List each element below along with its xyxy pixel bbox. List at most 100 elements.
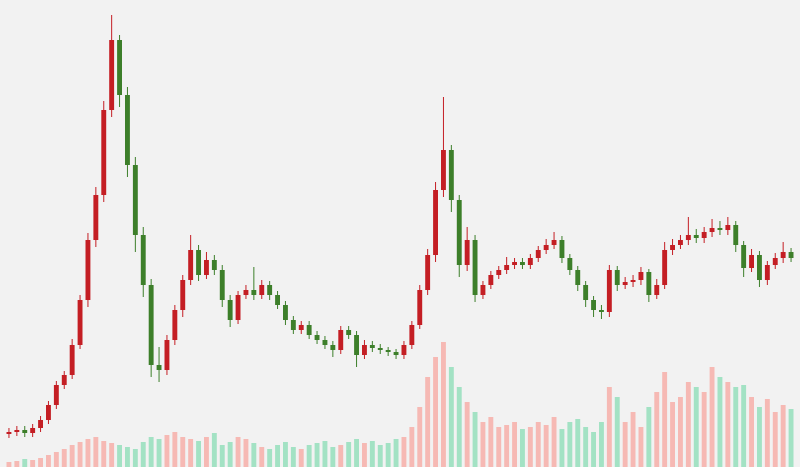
candle-body: [441, 150, 446, 190]
candle-body: [401, 345, 407, 355]
candle-body: [527, 258, 533, 265]
volume-bar: [346, 442, 352, 467]
volume-bar: [125, 447, 130, 467]
candle-body: [53, 385, 59, 405]
candle-body: [14, 430, 20, 432]
candle-body: [148, 285, 154, 365]
candle-body: [614, 270, 620, 285]
candle-body: [741, 245, 747, 268]
candle-body: [622, 282, 628, 285]
candle-body: [330, 345, 336, 350]
volume-bar: [749, 397, 754, 467]
candle-body: [314, 335, 320, 340]
candle-body: [267, 285, 273, 295]
candle-body: [599, 310, 604, 312]
candle-body: [630, 280, 636, 282]
volume-bar: [338, 445, 344, 467]
volume-bar: [512, 422, 517, 467]
volume-bar: [211, 433, 217, 467]
candle-body: [290, 320, 296, 330]
volume-bar: [385, 443, 391, 467]
candle-body: [575, 270, 581, 285]
volume-bar: [180, 437, 186, 467]
volume-bar: [298, 449, 304, 467]
volume-bar: [559, 429, 565, 467]
volume-bar: [527, 427, 533, 467]
volume-bar: [614, 397, 620, 467]
volume-bar: [393, 439, 399, 467]
volume-bar: [567, 422, 573, 467]
candle-body: [77, 300, 83, 345]
price-layer: [6, 15, 794, 438]
candle-body: [606, 270, 612, 312]
candle-body: [156, 365, 162, 370]
volume-bar: [646, 407, 652, 467]
volume-bar: [456, 387, 462, 467]
candle-body: [235, 295, 241, 320]
candle-body: [322, 340, 328, 345]
volume-bar: [61, 449, 67, 467]
candle-body: [101, 110, 107, 195]
candle-body: [125, 95, 130, 165]
volume-bar: [441, 342, 446, 467]
candle-body: [117, 40, 122, 95]
volume-bar: [156, 439, 162, 467]
volume-bar: [251, 443, 257, 467]
candle-body: [638, 272, 644, 280]
candle-body: [757, 255, 762, 280]
volume-bar: [764, 399, 770, 467]
volume-bar: [733, 387, 739, 467]
candle-body: [409, 325, 415, 345]
volume-bar: [654, 392, 660, 467]
volume-bar: [757, 407, 762, 467]
volume-bar: [662, 372, 668, 467]
volume-bar: [30, 460, 36, 467]
volume-bar: [243, 439, 249, 467]
volume-bar: [417, 407, 423, 467]
candle-body: [567, 258, 573, 270]
volume-bar: [132, 449, 138, 467]
candle-body: [283, 305, 288, 320]
volume-bar: [85, 439, 91, 467]
candle-body: [456, 200, 462, 265]
volume-bar: [638, 427, 644, 467]
volume-bar: [535, 422, 541, 467]
volume-bar: [741, 385, 747, 467]
volume-bar: [591, 432, 596, 467]
candle-body: [93, 195, 99, 240]
volume-bar: [772, 412, 778, 467]
volume-bar: [172, 432, 178, 467]
candle-body: [472, 240, 478, 295]
volume-bar: [401, 437, 407, 467]
candle-body: [583, 285, 589, 300]
volume-bar: [377, 445, 383, 467]
volume-bar: [6, 462, 12, 467]
volume-bar: [472, 412, 478, 467]
candle-body: [662, 250, 668, 285]
candle-body: [22, 430, 28, 433]
candle-body: [227, 300, 233, 320]
volume-bar: [543, 425, 549, 467]
volume-bar: [670, 402, 675, 467]
volume-bar: [196, 441, 201, 467]
volume-bar: [583, 427, 589, 467]
volume-bar: [780, 405, 786, 467]
candle-body: [512, 262, 517, 265]
volume-bar: [362, 443, 367, 467]
volume-bar: [46, 455, 51, 467]
candle-body: [504, 265, 510, 270]
candle-body: [448, 150, 454, 200]
candle-body: [251, 290, 257, 295]
candle-body: [204, 260, 209, 275]
volume-bar: [330, 447, 336, 467]
candle-body: [591, 300, 596, 310]
candle-body: [346, 330, 352, 335]
volume-bar: [622, 422, 628, 467]
volume-bar: [164, 435, 170, 467]
volume-bar: [354, 439, 359, 467]
volume-bar: [425, 377, 431, 467]
candle-body: [362, 345, 367, 355]
candle-body: [559, 240, 565, 258]
